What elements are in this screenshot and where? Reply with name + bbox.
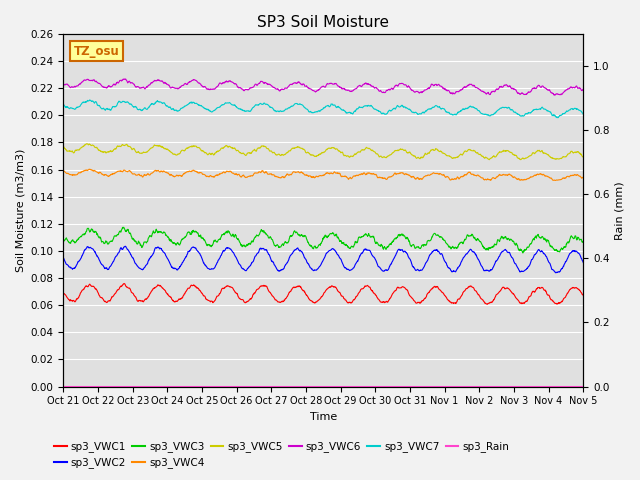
sp3_Rain (60, 384, 67, 389)
sp3_VWC5 (579, 154, 587, 160)
sp3_VWC7 (404, 106, 412, 112)
sp3_VWC1 (472, 288, 480, 294)
sp3_VWC1 (518, 300, 526, 306)
sp3_VWC5 (163, 146, 170, 152)
sp3_VWC2 (552, 270, 559, 276)
Line: sp3_VWC6: sp3_VWC6 (63, 79, 583, 95)
sp3_VWC1 (484, 301, 492, 307)
sp3_VWC4 (518, 177, 525, 183)
sp3_VWC5 (175, 151, 183, 156)
sp3_VWC6 (120, 76, 128, 82)
sp3_VWC3 (120, 225, 127, 230)
sp3_VWC5 (60, 144, 67, 150)
sp3_VWC7 (472, 106, 480, 111)
sp3_VWC3 (518, 248, 525, 254)
sp3_VWC1 (234, 291, 241, 297)
sp3_VWC6 (175, 85, 183, 91)
sp3_VWC7 (554, 115, 562, 120)
sp3_VWC3 (175, 242, 183, 248)
sp3_VWC2 (579, 260, 587, 265)
sp3_VWC7 (163, 103, 170, 108)
sp3_VWC2 (163, 254, 170, 260)
sp3_VWC5 (83, 141, 91, 146)
sp3_VWC3 (163, 233, 170, 239)
sp3_VWC1 (163, 290, 170, 296)
sp3_VWC3 (404, 236, 412, 242)
Y-axis label: Rain (mm): Rain (mm) (615, 181, 625, 240)
sp3_VWC4 (404, 172, 412, 178)
sp3_VWC4 (472, 173, 480, 179)
Line: sp3_VWC7: sp3_VWC7 (63, 100, 583, 118)
sp3_VWC7 (175, 108, 183, 113)
sp3_VWC6 (163, 82, 170, 87)
sp3_Rain (163, 384, 170, 389)
sp3_Rain (472, 384, 479, 389)
sp3_VWC3 (519, 250, 527, 256)
sp3_VWC4 (60, 168, 67, 173)
sp3_VWC3 (579, 240, 587, 245)
Title: SP3 Soil Moisture: SP3 Soil Moisture (257, 15, 389, 30)
sp3_VWC1 (579, 293, 587, 299)
sp3_VWC2 (404, 253, 412, 259)
sp3_VWC4 (579, 174, 587, 180)
sp3_VWC5 (518, 156, 526, 161)
sp3_VWC1 (120, 281, 128, 287)
sp3_VWC6 (518, 90, 525, 96)
Y-axis label: Soil Moisture (m3/m3): Soil Moisture (m3/m3) (15, 148, 25, 272)
sp3_VWC6 (472, 84, 480, 90)
sp3_VWC2 (122, 243, 129, 249)
sp3_VWC3 (472, 237, 480, 243)
sp3_VWC5 (472, 149, 480, 155)
sp3_VWC5 (517, 157, 525, 163)
Line: sp3_VWC2: sp3_VWC2 (63, 246, 583, 273)
sp3_VWC5 (234, 148, 241, 154)
Line: sp3_VWC5: sp3_VWC5 (63, 144, 583, 160)
sp3_Rain (579, 384, 587, 389)
sp3_VWC7 (518, 113, 525, 119)
sp3_VWC6 (404, 84, 412, 90)
sp3_Rain (234, 384, 241, 389)
sp3_VWC4 (163, 169, 170, 175)
sp3_VWC7 (86, 97, 93, 103)
sp3_VWC7 (60, 102, 67, 108)
sp3_VWC2 (472, 252, 480, 258)
sp3_VWC6 (60, 81, 67, 86)
sp3_Rain (404, 384, 412, 389)
Line: sp3_VWC4: sp3_VWC4 (63, 169, 583, 180)
Text: TZ_osu: TZ_osu (74, 45, 120, 58)
sp3_VWC1 (404, 289, 412, 295)
sp3_VWC2 (60, 255, 67, 261)
sp3_VWC7 (234, 105, 241, 111)
sp3_VWC2 (234, 258, 241, 264)
X-axis label: Time: Time (310, 412, 337, 422)
sp3_VWC3 (60, 237, 67, 242)
sp3_VWC6 (579, 86, 587, 92)
Line: sp3_VWC1: sp3_VWC1 (63, 284, 583, 304)
sp3_VWC5 (404, 150, 412, 156)
sp3_VWC3 (234, 236, 241, 242)
sp3_VWC4 (175, 173, 183, 179)
sp3_VWC2 (518, 268, 525, 274)
sp3_VWC6 (234, 84, 241, 90)
sp3_Rain (518, 384, 525, 389)
sp3_VWC7 (579, 111, 587, 117)
sp3_VWC1 (60, 290, 67, 296)
sp3_VWC1 (175, 296, 183, 302)
sp3_VWC2 (175, 264, 183, 270)
sp3_VWC4 (552, 178, 559, 183)
sp3_VWC6 (551, 92, 559, 98)
Legend: sp3_VWC1, sp3_VWC2, sp3_VWC3, sp3_VWC4, sp3_VWC5, sp3_VWC6, sp3_VWC7, sp3_Rain: sp3_VWC1, sp3_VWC2, sp3_VWC3, sp3_VWC4, … (50, 437, 513, 472)
Line: sp3_VWC3: sp3_VWC3 (63, 228, 583, 253)
sp3_VWC4 (234, 172, 241, 178)
sp3_VWC4 (85, 166, 93, 172)
sp3_Rain (175, 384, 183, 389)
